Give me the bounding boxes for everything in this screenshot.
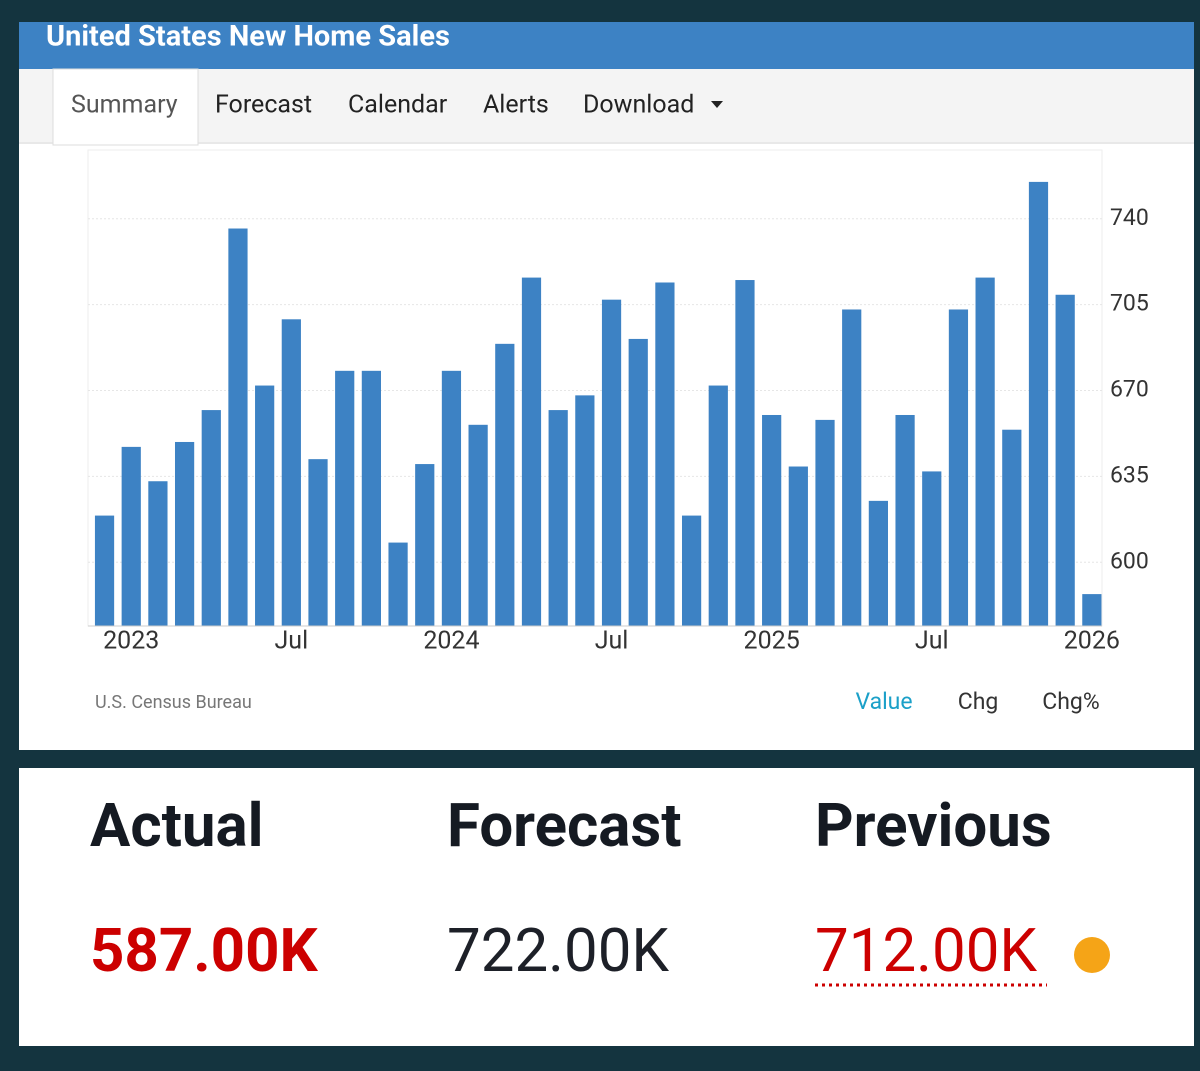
tab[interactable]: Download (583, 91, 694, 120)
bar (148, 481, 168, 626)
header-bar (19, 22, 1194, 69)
bar (201, 410, 221, 626)
x-tick-label: Jul (595, 627, 629, 656)
tab[interactable]: Forecast (215, 91, 312, 120)
plot: 600 635 670 705 740 2023 Jul 2024 Jul 2025 Jul 2026 (88, 181, 1149, 656)
bar (655, 282, 675, 626)
stat-value[interactable]: 712.00K (815, 915, 1037, 986)
bar (815, 419, 835, 626)
stats-panel (19, 768, 1194, 1046)
bar (708, 385, 728, 626)
stat-value: 722.00K (447, 915, 669, 986)
toggle-button[interactable]: Chg (958, 688, 999, 715)
bar (575, 395, 595, 626)
tab[interactable]: Summary (71, 91, 178, 120)
x-tick-label: 2026 (1064, 627, 1120, 656)
bar (788, 466, 808, 626)
bar (895, 414, 915, 626)
bar (1028, 181, 1049, 626)
bar (975, 277, 995, 626)
y-tick-label: 740 (1110, 204, 1149, 231)
bar (94, 515, 115, 626)
bar (628, 338, 648, 626)
x-tick-label: Jul (915, 627, 949, 656)
source: U.S. Census Bureau (95, 692, 252, 713)
x-tick-label: Jul (275, 627, 309, 656)
bar (1082, 594, 1102, 626)
bar (842, 309, 862, 626)
bar (335, 370, 355, 626)
x-tick-label: 2024 (423, 627, 479, 656)
y-tick-label: 600 (1110, 547, 1149, 574)
y-tick-label: 705 (1110, 290, 1149, 317)
bar (948, 309, 969, 626)
bar (281, 319, 301, 626)
tab-bar (19, 69, 1194, 144)
y-tick-label: 635 (1110, 461, 1149, 488)
y-tick-label: 670 (1110, 376, 1149, 403)
stat-label: Forecast (447, 790, 682, 861)
status-dot (1074, 937, 1110, 973)
toggle-button[interactable]: Chg% (1042, 688, 1099, 715)
bar (548, 410, 568, 626)
bar (922, 471, 942, 626)
bar (228, 228, 248, 627)
bar (1002, 429, 1022, 626)
stat-label: Actual (90, 790, 263, 861)
page-title: United States New Home Sales (46, 20, 450, 54)
bar (521, 277, 542, 626)
bar (735, 280, 755, 626)
bar (1055, 294, 1075, 626)
stat-label: Previous (815, 790, 1052, 861)
bar (388, 542, 408, 626)
bar (121, 446, 141, 626)
stat-value: 587.00K (90, 915, 319, 986)
bar (468, 424, 488, 626)
bar (762, 414, 782, 626)
bar (868, 500, 888, 626)
x-tick-label: 2023 (103, 627, 159, 656)
bar (255, 385, 275, 626)
toggle-button[interactable]: Value (855, 688, 912, 715)
active-tab (52, 68, 199, 146)
bar (601, 299, 622, 626)
bar (415, 464, 435, 626)
bar (441, 370, 462, 626)
bar (308, 459, 328, 626)
bar (495, 343, 515, 626)
dropdown-caret (711, 101, 723, 108)
tab[interactable]: Calendar (348, 91, 448, 120)
bar (174, 441, 195, 626)
bar (681, 515, 702, 626)
tab[interactable]: Alerts (483, 91, 549, 120)
x-tick-label: 2025 (744, 627, 800, 656)
bar (361, 370, 381, 626)
